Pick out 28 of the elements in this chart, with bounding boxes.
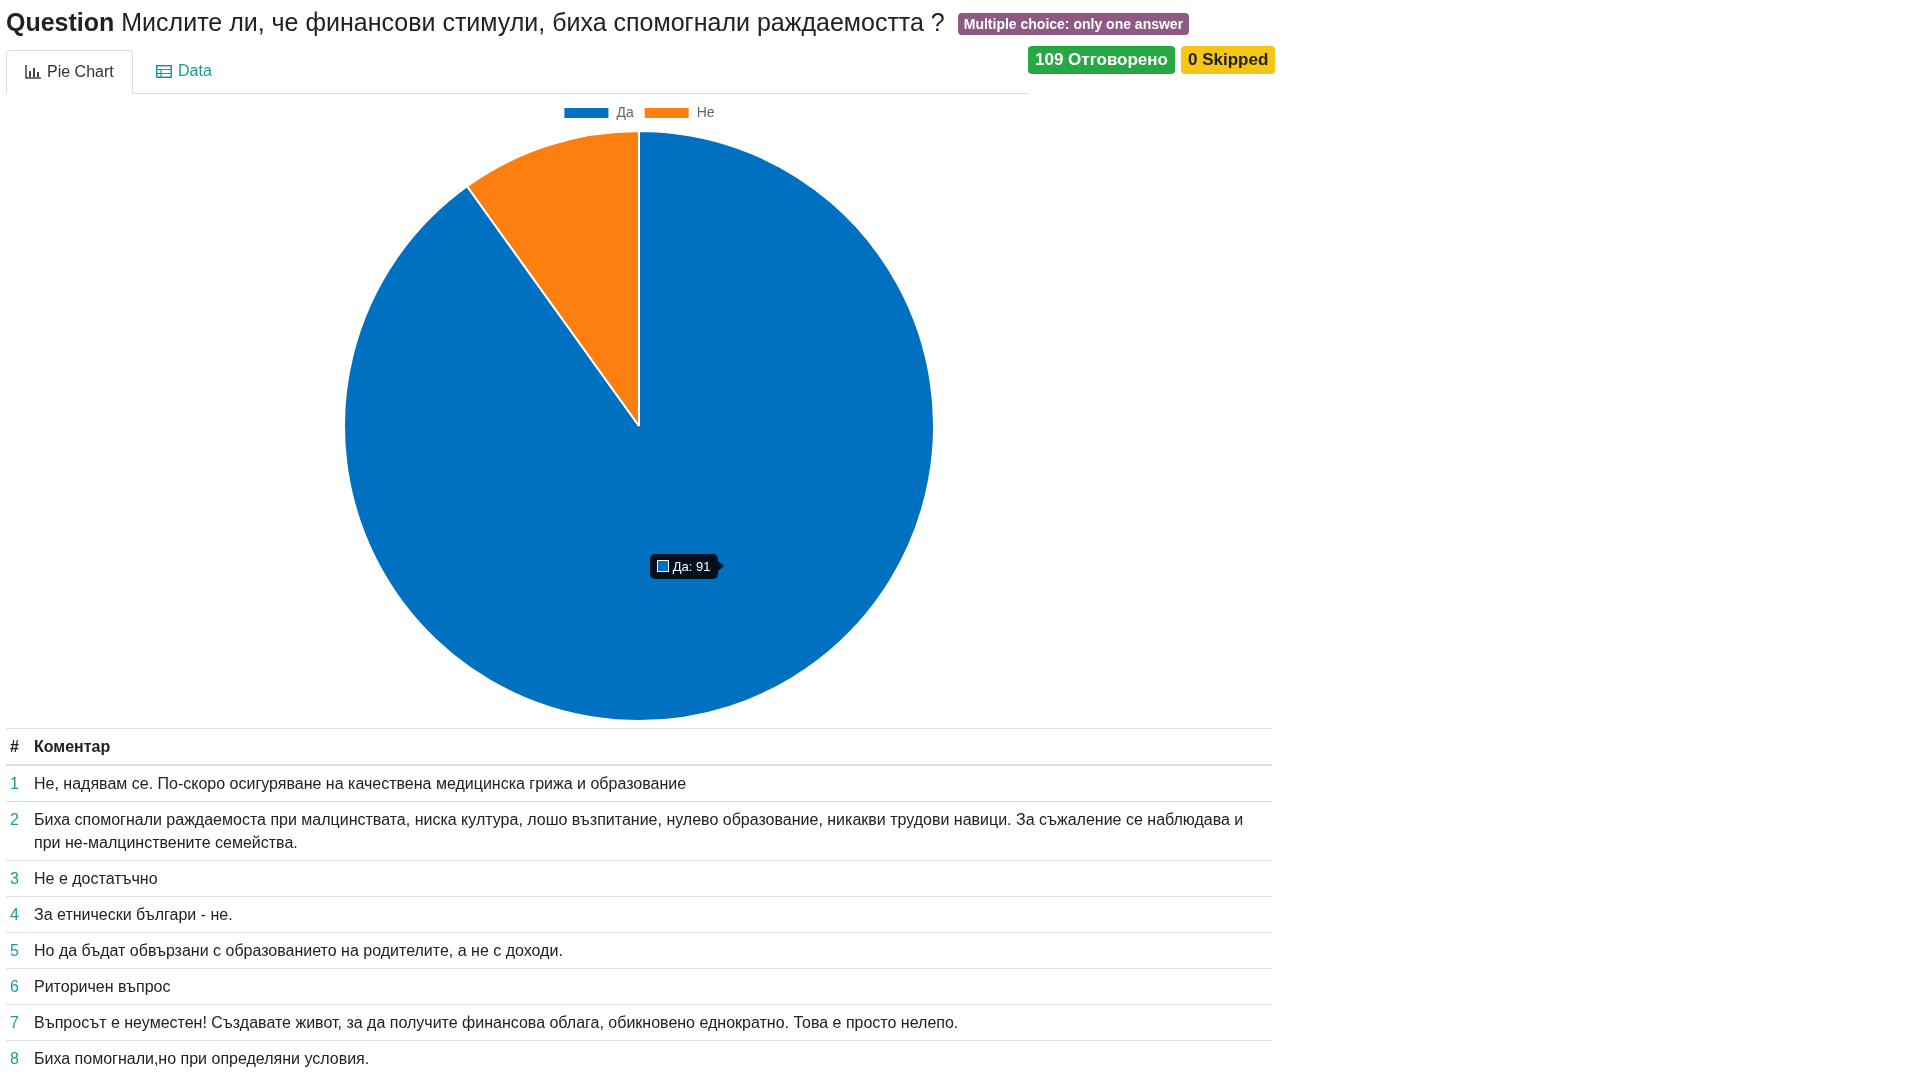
text: 5: [6, 932, 30, 969]
text: Риторичен въпрос: [30, 968, 1272, 1005]
text: 109 Отговорено: [1028, 46, 1175, 74]
text: 0 Skipped: [1180, 46, 1276, 74]
text: 4: [6, 896, 30, 933]
text: Биха спомогнали раждаемоста при малцинствата, ниска култура, лошо възпитание, нулево образование, никакви трудови навици. За съжаление се наблюдава и при не-малцинствените семейства.: [30, 801, 1272, 861]
text: Не е достатъчно: [30, 860, 1272, 897]
text: 8: [6, 1040, 30, 1076]
text: 3: [6, 860, 30, 897]
text: Въпросът е неуместен! Създавате живот, за да получите финансова облага, обикновено еднократно. Това е просто нелепо.: [30, 1004, 1272, 1041]
text: 7: [6, 1004, 30, 1041]
text: Pie Chart: [47, 62, 114, 82]
text: За етнически българи - не.: [30, 896, 1272, 933]
text: Не, надявам се. По-скоро осигуряване на качествена медицинска грижа и образование: [30, 765, 1272, 802]
chart-title: Мислите ли, че финансови стимули, биха спомогнали раждаемостта ?: [121, 8, 945, 36]
text: Data: [178, 61, 212, 81]
data-label: Да: 91: [672, 558, 711, 574]
text: Биха помогнали,но при определяни условия.: [30, 1040, 1272, 1076]
text: 6: [6, 968, 30, 1005]
legend-label: Да: [616, 103, 634, 120]
text: 1: [6, 765, 30, 802]
text: 2: [6, 801, 30, 861]
text: Multiple choice: only one answer: [957, 13, 1190, 36]
text: #: [6, 728, 30, 765]
text: Question: [6, 8, 115, 36]
legend-label: Не: [696, 103, 715, 120]
text: Но да бъдат обвързани с образованието на родителите, а не с доходи.: [30, 932, 1272, 969]
text: Коментар: [30, 728, 1272, 765]
